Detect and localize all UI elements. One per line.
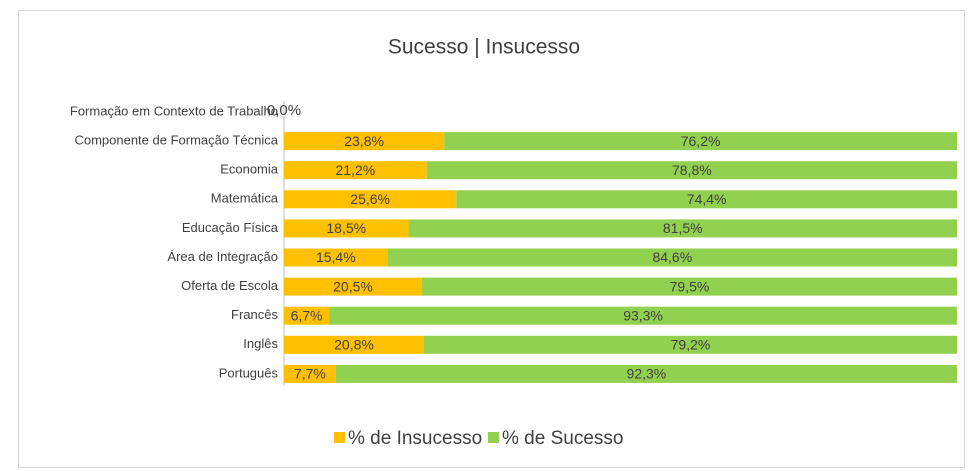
legend-label: % de Insucesso [348,428,482,449]
data-label: 7,7% [294,366,326,382]
data-label: 79,5% [670,278,710,294]
bar-segment [284,364,336,383]
bar-segment [408,219,957,238]
data-label: 18,5% [326,220,366,236]
data-label: 15,4% [316,249,356,265]
data-label: 79,2% [671,337,711,353]
data-label: 20,8% [334,337,374,353]
legend-label: % de Sucesso [502,428,623,449]
bar-segment [284,248,388,267]
y-tick-label: Formação em Contexto de Trabalho [70,103,278,118]
data-label: 76,2% [681,133,721,149]
data-label: 23,8% [344,133,384,149]
bar-segment [284,277,422,296]
bar-segment [284,190,457,209]
data-label: 81,5% [663,220,703,236]
y-tick-label: Inglês [243,336,278,351]
bar-segment [284,335,424,354]
data-label: 21,2% [335,162,375,178]
data-label: 0,0% [267,102,301,119]
bar-segment [423,335,957,354]
data-label: 25,6% [350,191,390,207]
bar-segment [329,306,957,325]
bar-segment [284,161,427,180]
data-label: 84,6% [652,249,692,265]
bar-segment [444,132,957,151]
data-label: 6,7% [291,307,323,323]
y-tick-label: Oferta de Escola [181,278,279,293]
bar-segment [284,132,445,151]
bar-segment [335,364,957,383]
y-tick-label: Economia [220,162,279,177]
bar-segment [387,248,958,267]
data-label: 93,3% [623,307,663,323]
legend-swatch [334,432,345,443]
data-label: 92,3% [627,366,667,382]
legend-swatch [488,432,499,443]
y-tick-label: Área de Integração [167,249,278,264]
y-tick-label: Educação Física [182,220,279,235]
data-label: 74,4% [687,191,727,207]
bar-segment [426,161,957,180]
data-label: 78,8% [672,162,712,178]
bar-segment [456,190,957,209]
y-tick-label: Matemática [211,191,279,206]
chart-border [18,10,965,468]
data-label: 20,5% [333,278,373,294]
y-tick-label: Componente de Formação Técnica [74,133,278,148]
chart-title: Sucesso | Insucesso [388,36,580,59]
y-tick-label: Português [219,365,279,380]
y-tick-label: Francês [231,307,278,322]
bar-segment [284,219,409,238]
bar-segment [284,306,330,325]
bar-segment [421,277,958,296]
